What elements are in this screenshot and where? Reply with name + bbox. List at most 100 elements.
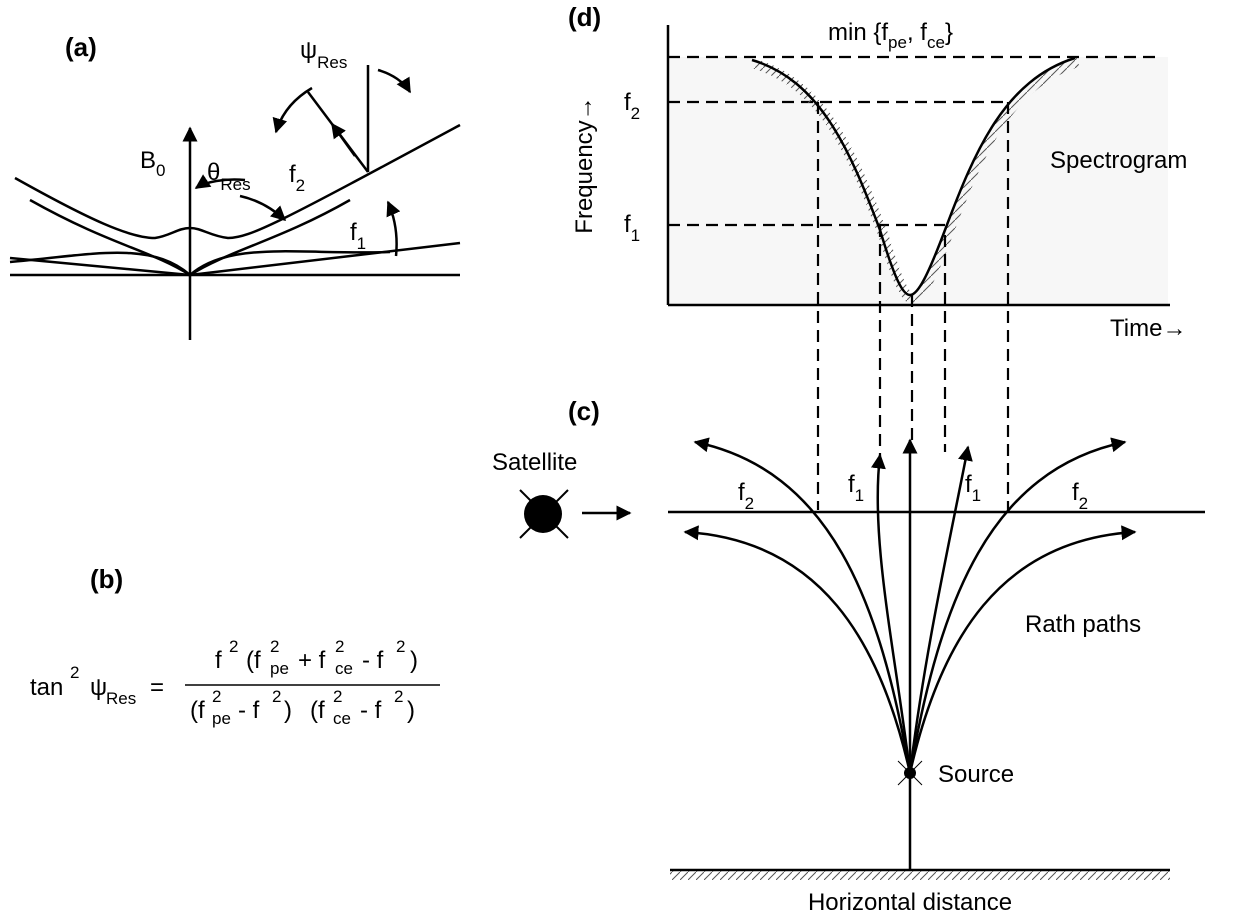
equation-text: ce [335,659,353,678]
text-part: f [350,219,357,246]
theta-arrow [239,194,287,222]
equation-text: pe [270,659,289,678]
satellite-label: Satellite [492,449,577,476]
text-part: f [624,89,631,116]
text-part: 2 [745,494,754,513]
equation-text: - f [360,697,382,724]
text-part: f [848,471,855,498]
equation-text: f [215,647,222,674]
y-axis-label: Frequency→ [571,96,598,233]
text-part: f [738,479,745,506]
source-icon [897,760,923,786]
panel-label: (a) [65,32,97,62]
text-part: f [1072,479,1079,506]
ray-path [908,525,1137,774]
text-part: Res [317,53,347,72]
f1-cone [9,256,191,277]
theta-label: θRes [207,159,251,194]
f2-label: f2 [289,161,305,195]
ray-path [908,445,973,774]
equation-text: tan [30,674,63,701]
refractive-surface [29,198,351,277]
ray-label: f1 [965,471,981,505]
ray-label: f2 [738,479,754,513]
equation-text: ) [410,647,418,674]
theta-arrow [194,174,246,190]
text-part: θ [207,159,220,186]
equation-text: Res [106,689,136,708]
text-part: 1 [972,486,981,505]
panel-c: (c) Satellite f2 f1 f1 f2 Rath paths Sou… [492,396,1205,916]
text-part: 2 [631,104,640,123]
text-part: Res [220,175,250,194]
ray-label: f1 [848,471,864,505]
ray-path [908,437,1127,774]
equation-text: 2 [335,637,344,656]
equation-text: ) [407,697,415,724]
equation-text: (f [246,647,261,674]
panel-label: (c) [568,396,600,426]
equation-text: 2 [270,637,279,656]
equation-text: ce [333,709,351,728]
dispersion-curve [751,56,1076,297]
panel-d: (d) Frequency→ Time→ min {fpe, fce} f2 f… [568,2,1187,510]
text-part: 2 [296,176,305,195]
text-part: f [289,161,296,188]
f1-arrow [386,200,401,257]
text-part: B [140,147,156,174]
group-velocity-arrow [330,122,357,157]
equation-text: (f [310,697,325,724]
panel-a: (a) B0 θRes ψRes f2 f1 [9,32,461,340]
ray-label: f2 [1072,479,1088,513]
text-part: 1 [631,226,640,245]
f1-label: f1 [350,219,366,253]
equation-text: 2 [333,687,342,706]
panel-b: (b) tan 2 ψ Res = f 2 (f 2 pe + f 2 ce -… [30,564,440,728]
equation-text: + f [298,647,326,674]
text-part: f [965,471,972,498]
paths-label: Rath paths [1025,611,1141,638]
f1-label: f1 [624,211,640,245]
equation-text: pe [212,709,231,728]
ray-path [693,437,912,774]
equation-text: ψ [90,674,107,701]
f2-label: f2 [624,89,640,123]
equation-text: - f [362,647,384,674]
text-part: , f [907,19,927,46]
b0-label: B0 [140,147,165,180]
min-label: min {fpe, fce} [828,19,953,52]
psi-label: ψRes [300,37,347,72]
text-part: 1 [855,486,864,505]
equation-text: 2 [394,687,403,706]
text-part: } [945,19,953,46]
equation-text: 2 [70,663,79,682]
equation-text: = [150,674,164,701]
text-part: ψ [300,37,317,64]
spectrogram-mask [752,50,1075,295]
satellite-icon [519,489,569,539]
panel-label: (b) [90,564,123,594]
psi-arrow [272,86,313,134]
source-label: Source [938,761,1014,788]
spectrogram-label: Spectrogram [1050,147,1187,174]
equation-text: 2 [396,637,405,656]
text-part: ce [927,33,945,52]
panel-label: (d) [568,2,601,32]
x-axis-label: Horizontal distance [808,889,1012,916]
equation-text: 2 [272,687,281,706]
text-part: 2 [1079,494,1088,513]
ray-path [870,453,912,774]
text-part: 0 [156,161,165,180]
equation-text: ) [284,697,292,724]
ground-hatching [670,871,1170,880]
f1-cone [189,241,461,277]
text-part: 1 [357,234,366,253]
f2-surface [14,123,461,240]
ray-path [683,525,912,774]
text-part: pe [888,33,907,52]
equation-text: (f [190,697,205,724]
equation-text: - f [238,697,260,724]
equation-text: 2 [212,687,221,706]
x-axis-label: Time→ [1110,315,1186,342]
